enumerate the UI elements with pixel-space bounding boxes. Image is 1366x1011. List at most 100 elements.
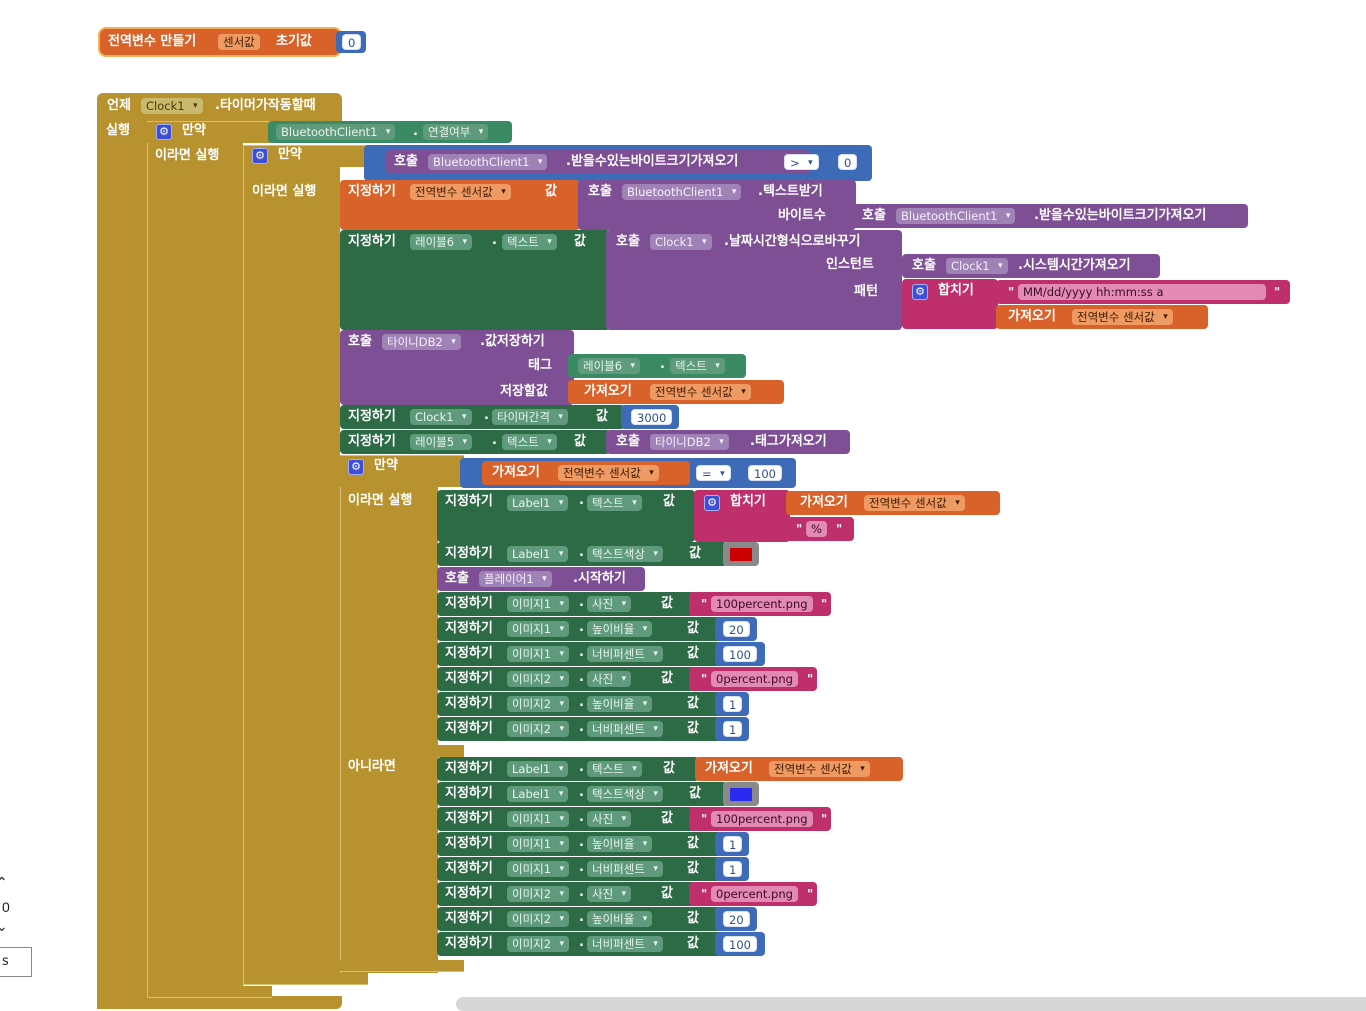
else-label1-text-component[interactable]: Label1 bbox=[507, 761, 569, 777]
set-sensor-block[interactable]: 지정하기 전역변수 센서값 값 bbox=[340, 180, 580, 230]
else-label1-color-prop[interactable]: 텍스트색상 bbox=[587, 786, 663, 802]
else-label1-text-prop[interactable]: 텍스트 bbox=[587, 761, 642, 777]
then-image-set-block[interactable]: 지정하기 이미지1.높이비율 값 bbox=[437, 617, 721, 641]
image-prop-dropdown[interactable]: 높이비율 bbox=[587, 696, 653, 712]
else-label1-text-block[interactable]: 지정하기 Label1 . 텍스트 값 bbox=[437, 757, 699, 781]
bytes-available-call[interactable]: 호출 BluetoothClient1 .받을수있는바이트크기가져오기 bbox=[852, 204, 1248, 228]
image-component-dropdown[interactable]: 이미지2 bbox=[507, 911, 570, 927]
else-image-number-block[interactable]: 20 bbox=[715, 907, 757, 931]
then-image-text-value-block[interactable]: " 0percent.png " bbox=[689, 667, 817, 691]
store-tag-prop[interactable]: 텍스트 bbox=[670, 358, 725, 374]
if1-component-dropdown[interactable]: BluetoothClient1 bbox=[276, 124, 396, 140]
then-image-set-block[interactable]: 지정하기 이미지1.너비퍼센트 값 bbox=[437, 642, 721, 666]
if2-call-block[interactable]: 호출 BluetoothClient1 .받을수있는바이트크기가져오기 bbox=[386, 150, 810, 174]
else-image-set-block[interactable]: 지정하기 이미지2.사진 값 bbox=[437, 882, 695, 906]
get-tags-call[interactable]: 호출 타이니DB2 .태그가져오기 bbox=[606, 430, 850, 454]
image-number-value[interactable]: 20 bbox=[723, 621, 750, 637]
zoom-down-chevron-icon[interactable]: ⌄ bbox=[0, 919, 8, 935]
store-call-component[interactable]: 타이니DB2 bbox=[382, 334, 461, 350]
image-prop-dropdown[interactable]: 사진 bbox=[587, 886, 632, 902]
if1-prop-dropdown[interactable]: 연결여부 bbox=[423, 124, 489, 140]
image-component-dropdown[interactable]: 이미지2 bbox=[507, 936, 570, 952]
pattern-join-mutator-icon[interactable]: ⚙ bbox=[912, 284, 928, 300]
store-get-var-block[interactable]: 가져오기 전역변수 센서값 bbox=[568, 380, 784, 404]
else-color-swatch[interactable] bbox=[729, 787, 753, 802]
else-label1-color-component[interactable]: Label1 bbox=[507, 786, 569, 802]
then-image-set-block[interactable]: 지정하기 이미지2.높이비율 값 bbox=[437, 692, 721, 716]
image-component-dropdown[interactable]: 이미지1 bbox=[507, 646, 570, 662]
system-time-call[interactable]: 호출 Clock1 .시스템시간가져오기 bbox=[902, 254, 1160, 278]
if2-mutator-icon[interactable]: ⚙ bbox=[252, 148, 268, 164]
image-number-value[interactable]: 1 bbox=[723, 836, 743, 852]
else-image-set-block[interactable]: 지정하기 이미지1.높이비율 값 bbox=[437, 832, 721, 856]
if2-call-component[interactable]: BluetoothClient1 bbox=[428, 154, 548, 170]
if2-header[interactable] bbox=[243, 145, 368, 167]
event-component-dropdown[interactable]: Clock1 bbox=[141, 98, 203, 114]
then-image-number-block[interactable]: 20 bbox=[715, 617, 757, 641]
image-text-value[interactable]: 0percent.png bbox=[711, 671, 798, 687]
horizontal-scrollbar[interactable] bbox=[456, 997, 1366, 1011]
else-image-set-block[interactable]: 지정하기 이미지1.사진 값 bbox=[437, 807, 695, 831]
else-image-text-value-block[interactable]: " 100percent.png " bbox=[689, 807, 831, 831]
if3-compare-value[interactable]: 100 bbox=[748, 465, 782, 481]
pattern-get-var[interactable]: 전역변수 센서값 bbox=[1072, 309, 1173, 325]
store-tag-component[interactable]: 레이블6 bbox=[578, 358, 641, 374]
bytes-call-component[interactable]: BluetoothClient1 bbox=[896, 208, 1016, 224]
if1-header[interactable] bbox=[147, 121, 272, 143]
else-label1-color-block[interactable]: 지정하기 Label1 . 텍스트색상 값 bbox=[437, 782, 727, 806]
if3-compare-block[interactable]: 가져오기 전역변수 센서값 = 100 bbox=[460, 458, 796, 488]
set-label5-block[interactable]: 지정하기 레이블5 . 텍스트 값 bbox=[340, 430, 610, 454]
player-call-component[interactable]: 플레이어1 bbox=[479, 571, 552, 587]
then-image-set-block[interactable]: 지정하기 이미지1.사진 값 bbox=[437, 592, 695, 616]
timer-number-value[interactable]: 3000 bbox=[631, 409, 673, 425]
global-init-number-block[interactable]: 0 bbox=[336, 31, 366, 53]
if3-get-var-block[interactable]: 가져오기 전역변수 센서값 bbox=[482, 461, 690, 485]
then-label1-text-component[interactable]: Label1 bbox=[507, 495, 569, 511]
image-prop-dropdown[interactable]: 높이비율 bbox=[587, 911, 653, 927]
image-prop-dropdown[interactable]: 사진 bbox=[587, 596, 632, 612]
then-color-block[interactable] bbox=[723, 542, 759, 566]
then-image-text-value-block[interactable]: " 100percent.png " bbox=[689, 592, 831, 616]
global-variable-block[interactable]: 전역변수 만들기 센서값 초기값 bbox=[100, 29, 340, 55]
if3-mutator-icon[interactable]: ⚙ bbox=[348, 459, 364, 475]
then-join-get-var[interactable]: 가져오기 전역변수 센서값 bbox=[786, 491, 1000, 515]
then-image-number-block[interactable]: 1 bbox=[715, 692, 749, 716]
else-image-number-block[interactable]: 1 bbox=[715, 857, 749, 881]
else-color-block[interactable] bbox=[723, 782, 759, 806]
image-number-value[interactable]: 1 bbox=[723, 861, 743, 877]
image-prop-dropdown[interactable]: 사진 bbox=[587, 671, 632, 687]
pattern-text-block[interactable]: " MM/dd/yyyy hh:mm:ss a " bbox=[996, 280, 1290, 304]
then-image-set-block[interactable]: 지정하기 이미지2.사진 값 bbox=[437, 667, 695, 691]
pattern-get-var-block[interactable]: 가져오기 전역변수 센서값 bbox=[996, 305, 1208, 329]
image-text-value[interactable]: 100percent.png bbox=[711, 811, 813, 827]
image-prop-dropdown[interactable]: 너비퍼센트 bbox=[587, 861, 663, 877]
image-component-dropdown[interactable]: 이미지2 bbox=[507, 696, 570, 712]
else-image-number-block[interactable]: 100 bbox=[715, 932, 765, 956]
global-init-value[interactable]: 0 bbox=[342, 34, 362, 50]
then-label1-text-block[interactable]: 지정하기 Label1 . 텍스트 값 bbox=[437, 490, 695, 542]
if3-get-var[interactable]: 전역변수 센서값 bbox=[558, 465, 659, 481]
image-number-value[interactable]: 1 bbox=[723, 721, 743, 737]
then-label1-color-prop[interactable]: 텍스트색상 bbox=[587, 546, 663, 562]
image-component-dropdown[interactable]: 이미지1 bbox=[507, 621, 570, 637]
then-image-set-block[interactable]: 지정하기 이미지2.너비퍼센트 값 bbox=[437, 717, 721, 741]
image-prop-dropdown[interactable]: 너비퍼센트 bbox=[587, 936, 663, 952]
store-value-call[interactable]: 호출 타이니DB2 .값저장하기 태그 저장할값 bbox=[340, 330, 574, 405]
then-label1-text-prop[interactable]: 텍스트 bbox=[587, 495, 642, 511]
then-label1-color-block[interactable]: 지정하기 Label1 . 텍스트색상 값 bbox=[437, 542, 727, 566]
image-prop-dropdown[interactable]: 높이비율 bbox=[587, 621, 653, 637]
pattern-join-block[interactable]: ⚙ 합치기 bbox=[902, 279, 998, 329]
then-join-suffix-value[interactable]: % bbox=[806, 521, 827, 537]
event-block[interactable]: 언제 Clock1 .타이머가작동할때 bbox=[97, 93, 342, 121]
set-timer-block[interactable]: 지정하기 Clock1 . 타이머간격 값 bbox=[340, 405, 625, 429]
store-tag-block[interactable]: 레이블6 . 텍스트 bbox=[568, 354, 746, 378]
else-get-varname[interactable]: 전역변수 센서값 bbox=[769, 761, 870, 777]
then-join-suffix-block[interactable]: " % " bbox=[786, 517, 854, 541]
if2-compare-block[interactable]: 호출 BluetoothClient1 .받을수있는바이트크기가져오기 > 0 bbox=[364, 145, 872, 181]
if1-mutator-icon[interactable]: ⚙ bbox=[156, 124, 172, 140]
then-color-swatch[interactable] bbox=[729, 547, 753, 562]
image-component-dropdown[interactable]: 이미지1 bbox=[507, 836, 570, 852]
if3-operator-dropdown[interactable]: = bbox=[696, 465, 731, 481]
else-image-set-block[interactable]: 지정하기 이미지2.높이비율 값 bbox=[437, 907, 721, 931]
set-sensor-var-dropdown[interactable]: 전역변수 센서값 bbox=[410, 184, 511, 200]
